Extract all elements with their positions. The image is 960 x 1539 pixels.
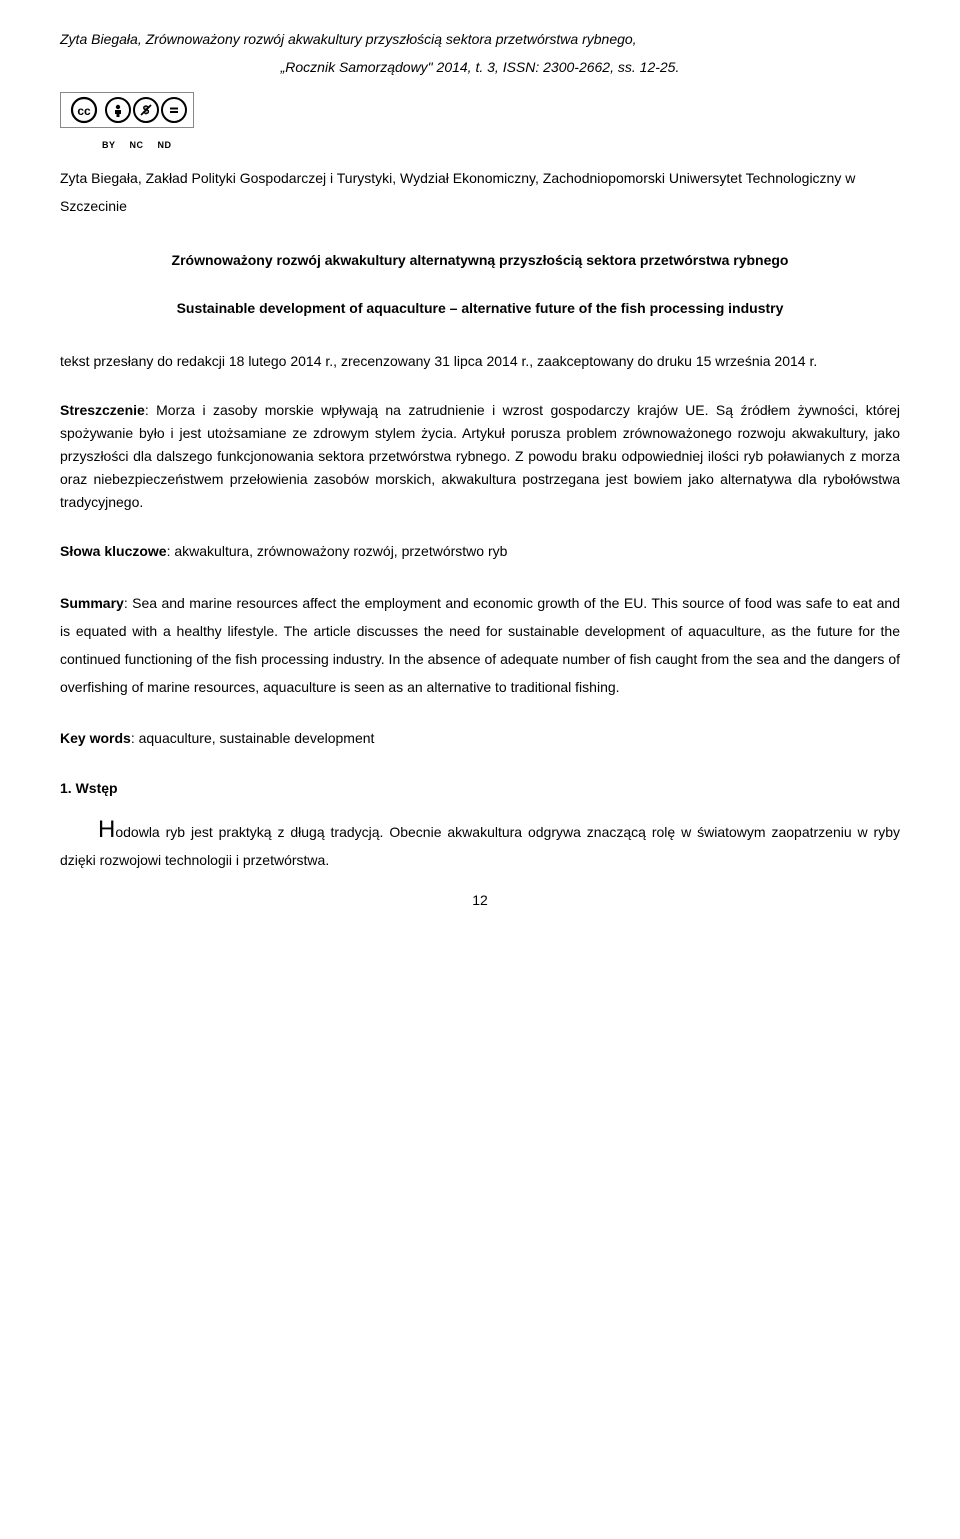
running-header-line1: Zyta Biegała, Zrównoważony rozwój akwaku… (60, 28, 900, 52)
abstract-pl: Streszczenie: Morza i zasoby morskie wpł… (60, 399, 900, 514)
cc-nd-label: ND (158, 140, 172, 150)
abstract-pl-text: : Morza i zasoby morskie wpływają na zat… (60, 402, 900, 510)
cc-nc-icon: $ (133, 97, 159, 123)
cc-icon-row: $ (105, 97, 187, 123)
svg-text:cc: cc (77, 104, 91, 118)
cc-by-label: BY (102, 140, 116, 150)
summary-en-label: Summary (60, 595, 124, 611)
section-1-heading: 1. Wstęp (60, 780, 900, 796)
keywords-en-text: : aquaculture, sustainable development (131, 730, 375, 746)
article-title-pl: Zrównoważony rozwój akwakultury alternat… (60, 246, 900, 274)
section-1-para-1: Hodowla ryb jest praktyką z długą tradyc… (60, 818, 900, 874)
article-title-en: Sustainable development of aquaculture –… (60, 294, 900, 322)
section-1-para-1-text: odowla ryb jest praktyką z długą tradycj… (60, 824, 900, 868)
submission-dates: tekst przesłany do redakcji 18 lutego 20… (60, 350, 900, 373)
cc-by-icon (105, 97, 131, 123)
abstract-pl-label: Streszczenie (60, 402, 145, 418)
cc-license-badge: cc $ BY NC ND (60, 92, 900, 150)
running-header-line2: „Rocznik Samorządowy" 2014, t. 3, ISSN: … (60, 56, 900, 80)
keywords-en: Key words: aquaculture, sustainable deve… (60, 727, 900, 750)
cc-nc-label: NC (130, 140, 144, 150)
cc-logo-icon: cc (67, 96, 101, 124)
keywords-pl-label: Słowa kluczowe (60, 543, 167, 559)
keywords-pl-text: : akwakultura, zrównoważony rozwój, prze… (167, 543, 508, 559)
keywords-en-label: Key words (60, 730, 131, 746)
keywords-pl: Słowa kluczowe: akwakultura, zrównoważon… (60, 540, 900, 563)
cc-label-row: BY NC ND (60, 140, 900, 150)
author-affiliation: Zyta Biegała, Zakład Polityki Gospodarcz… (60, 164, 900, 220)
summary-en-text: : Sea and marine resources affect the em… (60, 595, 900, 695)
dropcap-letter: H (98, 816, 115, 843)
cc-badge-box: cc $ (60, 92, 194, 128)
summary-en: Summary: Sea and marine resources affect… (60, 589, 900, 701)
page-number: 12 (60, 892, 900, 908)
cc-nd-icon (161, 97, 187, 123)
